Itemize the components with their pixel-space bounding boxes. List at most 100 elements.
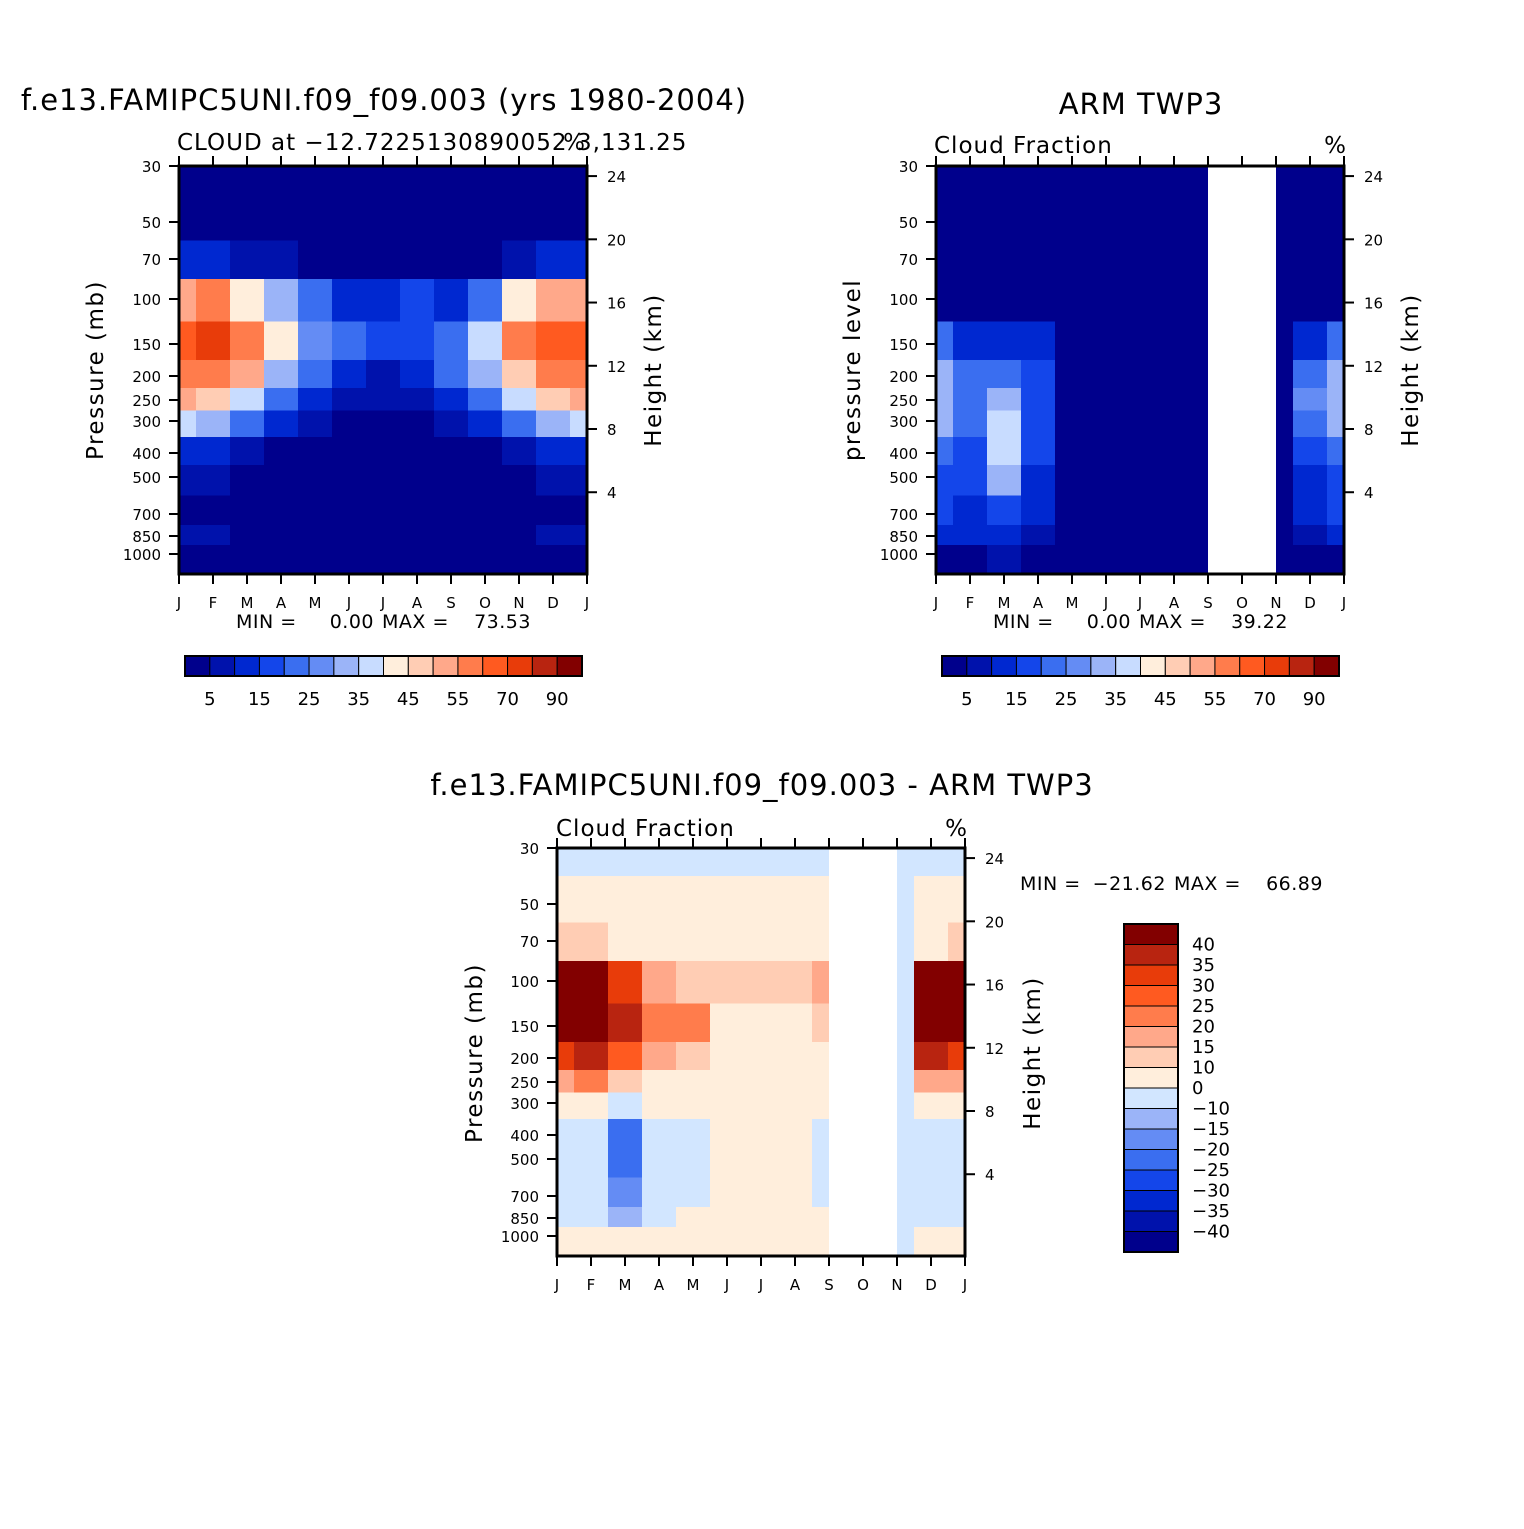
model-y-tick-label: 400 [132, 445, 161, 463]
model-cell [366, 360, 400, 388]
obs-cell [1055, 321, 1089, 360]
model-cell [264, 321, 298, 360]
colorbar-swatch [358, 655, 384, 677]
model-cell [536, 437, 570, 465]
colorbar-swatch [1115, 655, 1141, 677]
model-cell [536, 240, 570, 279]
model-cell [196, 321, 230, 360]
colorbar-label: 5 [961, 689, 972, 710]
colorbar-swatch [556, 655, 583, 677]
obs-cell [1123, 465, 1157, 496]
diff-cell [778, 1003, 812, 1042]
diff-cell [642, 1147, 676, 1178]
diff-cell [710, 922, 744, 961]
diff-cell [676, 1070, 710, 1093]
obs-cell [936, 545, 953, 574]
obs-y-tick-label: 150 [889, 336, 918, 354]
model-cell [298, 360, 332, 388]
diff-cell [642, 1207, 676, 1227]
obs-cell [987, 545, 1021, 574]
diff-cell [778, 961, 812, 1004]
obs-cell [1157, 437, 1191, 465]
diff-cells [557, 848, 965, 1256]
model-cell [570, 545, 587, 574]
diff-cell [914, 1119, 948, 1147]
obs-cell [1055, 360, 1089, 388]
diff-cell [778, 1207, 812, 1227]
colorbar-label: 70 [1253, 689, 1276, 710]
obs-x-tick-label: J [1137, 594, 1142, 612]
panel-model-title: f.e13.FAMIPC5UNI.f09_f09.003 (yrs 1980-2… [21, 83, 747, 117]
diff-cell [778, 1119, 812, 1147]
model-cell [536, 360, 570, 388]
obs-cell [1089, 545, 1123, 574]
colorbar-swatch [482, 655, 509, 677]
obs-height-tick-label: 20 [1364, 231, 1383, 249]
model-x-tick-label: J [584, 594, 589, 612]
model-cell [230, 194, 264, 241]
obs-cell [953, 360, 987, 388]
model-cell [536, 388, 570, 411]
obs-cell [1055, 437, 1089, 465]
diff-cell [948, 1003, 965, 1042]
model-cell [468, 360, 502, 388]
colorbar-swatch [1313, 655, 1340, 677]
diff-x-tick-label: N [891, 1276, 902, 1294]
panel-diff-max-value: 66.89 [1266, 873, 1323, 895]
diff-cell [778, 1042, 812, 1070]
obs-cell [1293, 410, 1327, 437]
model-cell [400, 321, 434, 360]
model-cell [179, 495, 196, 525]
diff-cell [574, 1227, 608, 1256]
model-cell [502, 525, 536, 545]
diff-cell [710, 1119, 744, 1147]
colorbar-swatch [258, 655, 285, 677]
obs-cell [987, 410, 1021, 437]
diff-x-tick-label: S [824, 1276, 834, 1294]
model-cell [570, 525, 587, 545]
model-cell [230, 279, 264, 322]
model-cell [400, 465, 434, 496]
model-cell [264, 360, 298, 388]
obs-cell [1089, 465, 1123, 496]
diff-cell [914, 1070, 948, 1093]
model-y-tick-label: 70 [142, 251, 161, 269]
model-y-tick-label: 150 [132, 336, 161, 354]
diff-cell [948, 922, 965, 961]
model-cell [332, 279, 366, 322]
panel-diff-plot: J F M A M J J A S O N D J 30 50 70 100 150 200 250 300 400 500… [501, 838, 1004, 1294]
obs-cell [1055, 545, 1089, 574]
obs-x-tick-label: O [1236, 594, 1248, 612]
obs-cell [1157, 166, 1191, 194]
diff-cell [676, 1227, 710, 1256]
diff-cell [744, 876, 778, 923]
model-x-tick-label: J [380, 594, 385, 612]
colorbar-label: 90 [1303, 689, 1326, 710]
panel-diff: f.e13.FAMIPC5UNI.f09_f09.003 - ARM TWP3 … [430, 768, 1323, 1294]
diff-cell [642, 1092, 676, 1119]
obs-cell [936, 279, 953, 322]
colorbar-swatch [1214, 655, 1241, 677]
obs-x-tick-label: A [1169, 594, 1180, 612]
colorbar-swatch [209, 655, 236, 677]
diff-x-tick-label: F [587, 1276, 596, 1294]
model-cell [264, 495, 298, 525]
obs-cell [1089, 525, 1123, 545]
diff-y-tick-label: 150 [510, 1018, 539, 1036]
colorbar-swatch [1123, 1005, 1179, 1027]
obs-cell [1327, 166, 1344, 194]
colorbar-label: 55 [1203, 689, 1226, 710]
obs-cell [1123, 360, 1157, 388]
model-cell [264, 194, 298, 241]
diff-cell [914, 1227, 948, 1256]
model-cell [332, 194, 366, 241]
colorbar-swatch [1090, 655, 1117, 677]
model-cell [502, 410, 536, 437]
model-y-tick-label: 200 [132, 368, 161, 386]
model-y-axis-right: 24 20 16 12 8 4 [587, 168, 626, 502]
model-cell [298, 388, 332, 411]
diff-cell [914, 1147, 948, 1178]
diff-cell [608, 1207, 642, 1227]
